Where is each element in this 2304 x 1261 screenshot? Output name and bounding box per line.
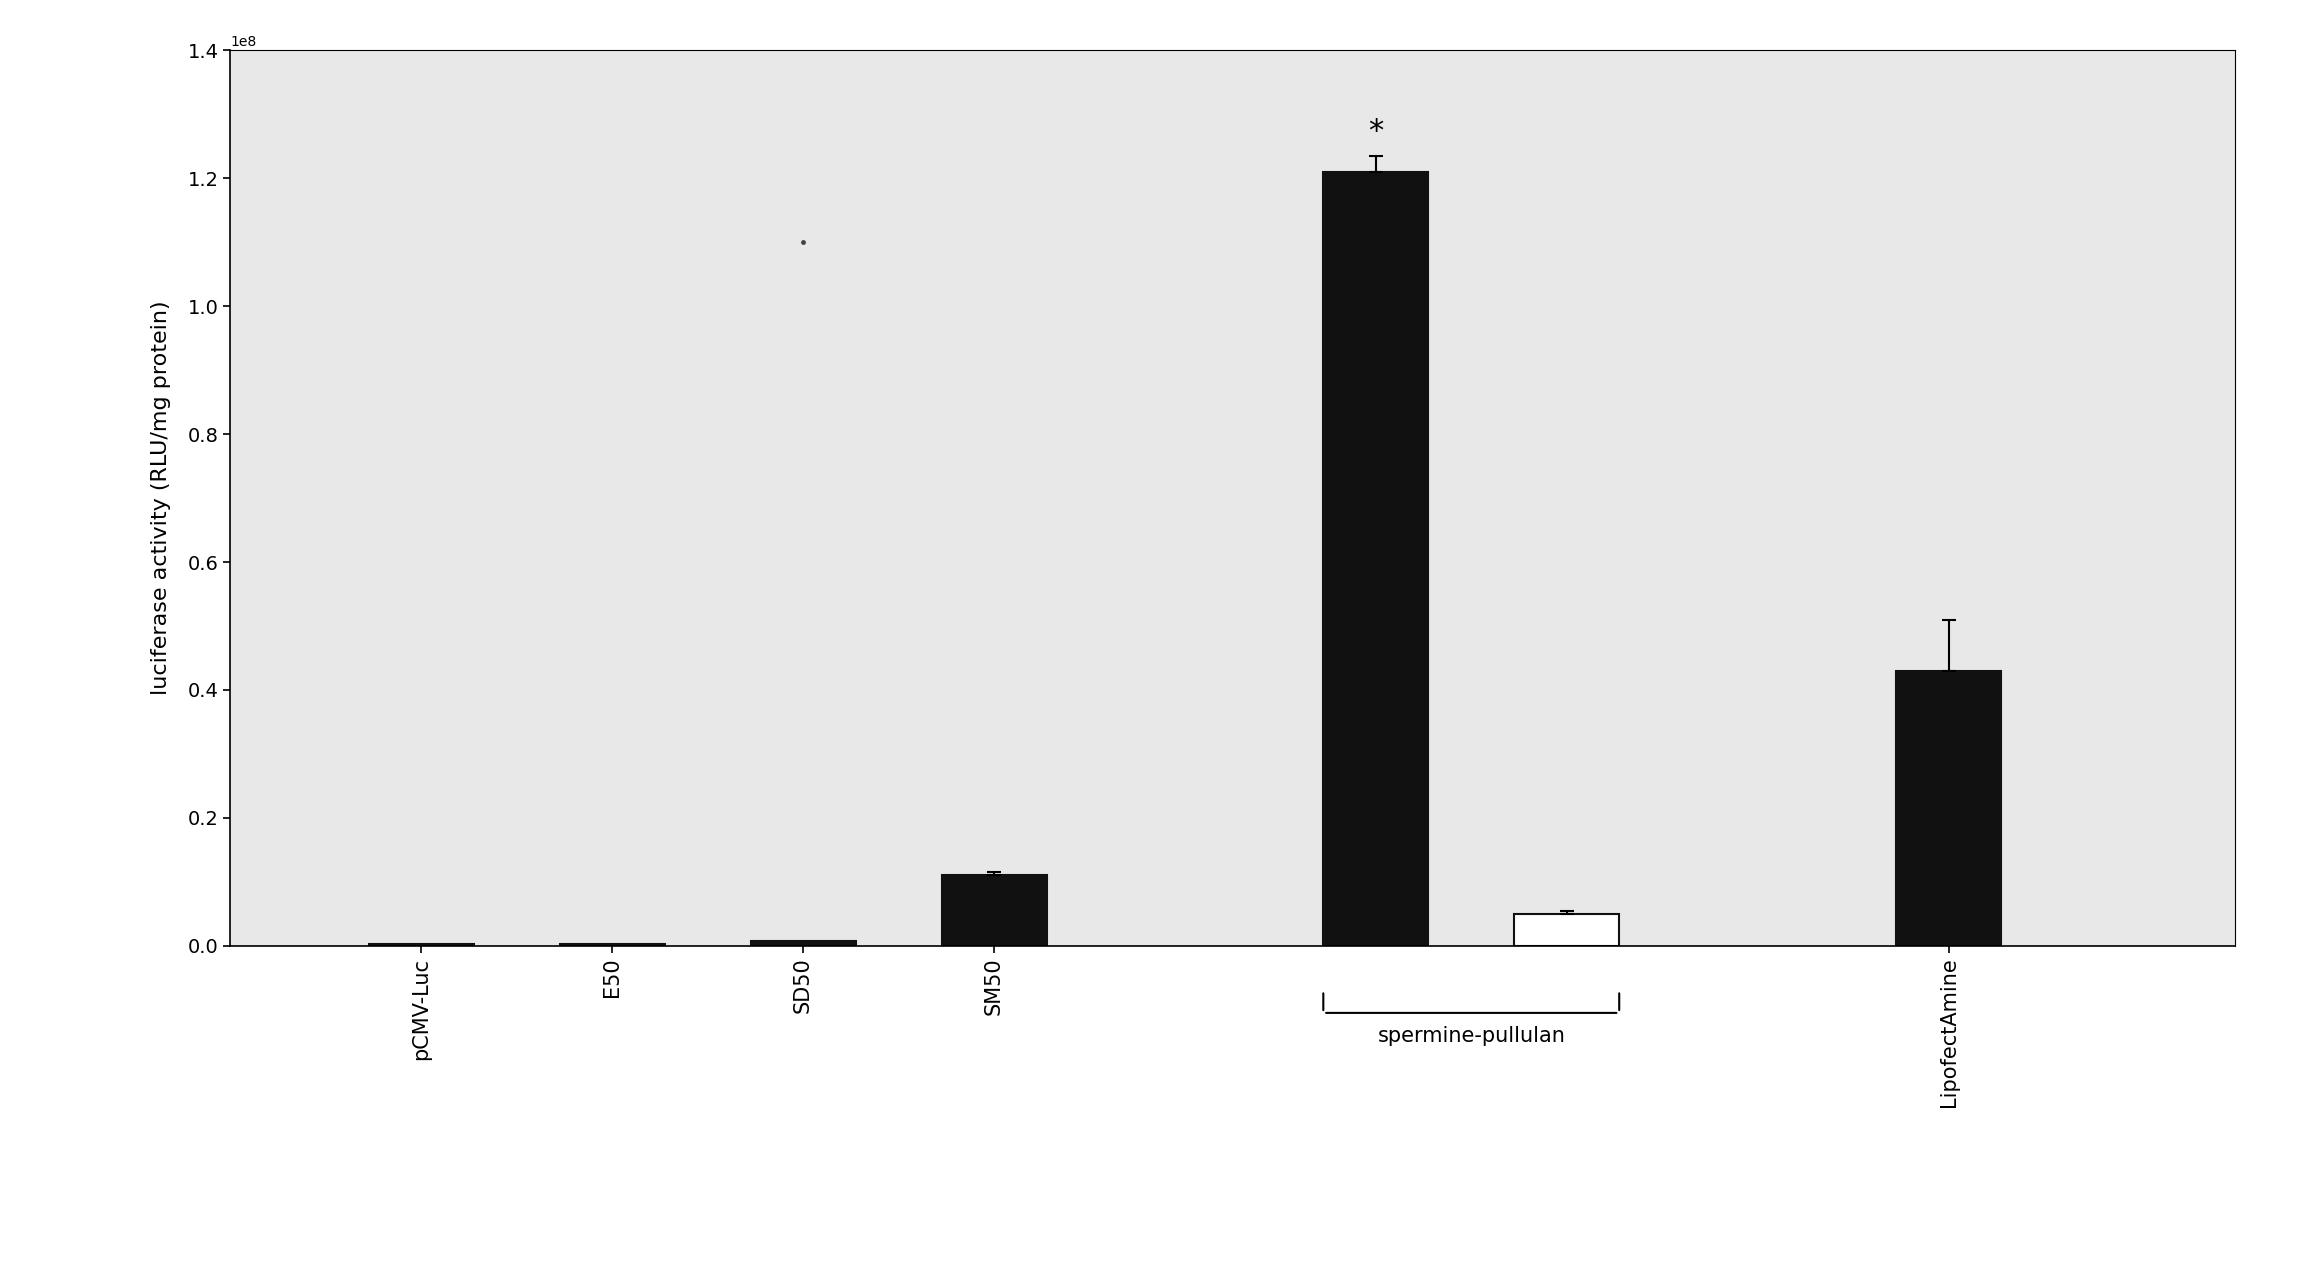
Bar: [1896, 671, 2000, 946]
Bar: [560, 943, 664, 946]
Bar: [942, 875, 1046, 946]
Text: spermine-pullulan: spermine-pullulan: [1378, 1026, 1564, 1047]
Bar: [751, 941, 855, 946]
Bar: [369, 944, 475, 946]
Bar: [1514, 914, 1620, 946]
Text: *: *: [1369, 117, 1382, 146]
Bar: [1322, 171, 1428, 946]
Y-axis label: luciferase activity (RLU/mg protein): luciferase activity (RLU/mg protein): [152, 301, 170, 695]
